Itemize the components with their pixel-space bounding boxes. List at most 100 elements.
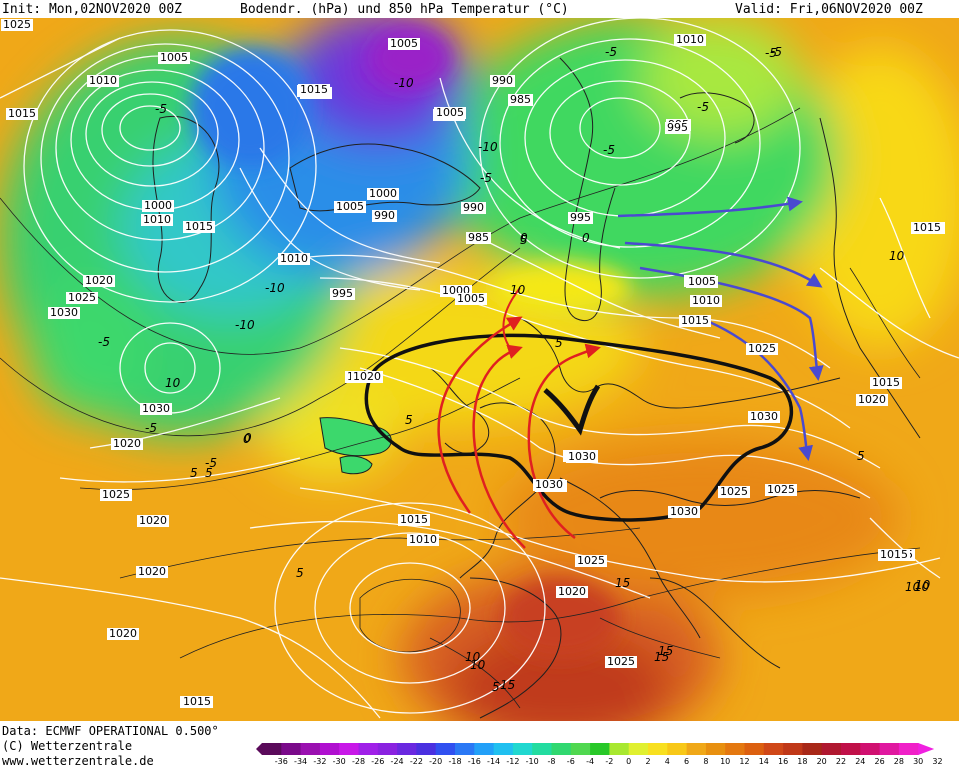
temperature-label: 5 (190, 466, 198, 480)
isobar-label: 1025 (746, 342, 778, 355)
temperature-label: -5 (765, 46, 777, 60)
isobar-label: 1030 (748, 410, 780, 423)
isobar-label: 1015 (6, 107, 38, 120)
legend-swatch (551, 743, 572, 755)
isobar-label: 1015 (181, 695, 213, 708)
isobar-label: 1030 (533, 478, 565, 491)
legend-swatch (300, 743, 321, 755)
temperature-field (0, 18, 959, 721)
legend-tick: -26 (371, 757, 385, 766)
legend-tick: -6 (566, 757, 575, 766)
high-pressure-outline (364, 333, 794, 522)
temperature-label: 15 (615, 576, 631, 590)
red-arrow-tail (502, 287, 521, 349)
isobar-label: 1005 (455, 292, 487, 305)
isobar-label: 1020 (107, 627, 139, 640)
isobar-label: 1005 (158, 51, 190, 64)
isobar-label: 1010 (87, 74, 119, 87)
legend-tick: 16 (778, 757, 789, 766)
blue-arrow-2 (624, 241, 823, 288)
valid-time-label: Valid: Fri,06NOV2020 00Z (735, 2, 923, 17)
temperature-label: 5 (205, 466, 213, 480)
legend-tick: -12 (506, 757, 520, 766)
isobar-label: 1025 (1, 18, 33, 31)
temperature-label: 5 (555, 336, 563, 350)
temperature-label: 0 (582, 231, 590, 245)
isobar-label: 1010 (690, 294, 722, 307)
isobar-label: 1020 (556, 585, 588, 598)
legend-swatch (821, 743, 842, 755)
temperature-label: 10 (465, 650, 481, 664)
legend-tick: -8 (547, 757, 556, 766)
temperature-label: -5 (205, 456, 217, 470)
legend-tick: 14 (758, 757, 769, 766)
isobar-label: 990 (490, 74, 515, 87)
isobar-label: 1000 (142, 199, 174, 212)
isobar-label: 1025 (66, 291, 98, 304)
legend-swatch (493, 743, 514, 755)
legend-tick: -16 (467, 757, 481, 766)
legend-swatch (590, 743, 610, 755)
isobar-label: 1020 (83, 274, 115, 287)
temperature-label: 10 (915, 578, 931, 592)
legend-swatch (377, 743, 398, 755)
legend-tick: 30 (913, 757, 924, 766)
isobar-label: 1025 (765, 483, 797, 496)
legend-tick: 28 (893, 757, 904, 766)
isobar-label: 990 (372, 209, 397, 222)
temperature-label: -5 (155, 102, 167, 116)
legend-tick-labels: -36 -34 -32 -30 -28 -26 -24 -22 -20 -18 -16 -14 -12-… (258, 757, 958, 769)
legend-swatch (474, 743, 495, 755)
isobar-label: 1020 (136, 565, 168, 578)
isobar-label: 1020 (351, 370, 383, 383)
temperature-label: 10 (165, 376, 181, 390)
legend-tick: 4 (664, 757, 670, 766)
isobar-label: 1015 (911, 221, 943, 234)
legend-swatch (802, 743, 823, 755)
isobar-label: 1025 (575, 554, 607, 567)
legend-swatch (397, 743, 417, 755)
legend-swatch (319, 743, 340, 755)
legend-tick: -34 (294, 757, 308, 766)
copyright: (C) Wetterzentrale (2, 739, 133, 753)
temperature-label: 10 (889, 249, 905, 263)
isobar-label: 985 (508, 93, 533, 106)
legend-swatch (435, 743, 456, 755)
legend-tick: 24 (855, 757, 866, 766)
legend-tick: -36 (274, 757, 288, 766)
legend-tick: 8 (703, 757, 709, 766)
legend-tick: 22 (835, 757, 847, 766)
temperature-label: 5 (492, 680, 500, 694)
legend-swatch (686, 743, 707, 755)
isobar-label: 995 (330, 287, 355, 300)
isobar-label: 1005 (434, 106, 466, 119)
temperature-label: -10 (394, 76, 414, 90)
isobar-label: 1020 (856, 393, 888, 406)
legend-swatch (744, 743, 765, 755)
legend-tick: 12 (739, 757, 750, 766)
legend-tick: 10 (720, 757, 731, 766)
temperature-label: -5 (145, 421, 157, 435)
chart-header: Init: Mon,02NOV2020 00Z Bodendr. (hPa) u… (0, 0, 959, 20)
annotations (364, 196, 824, 549)
legend-swatch (455, 743, 475, 755)
legend-swatch (262, 743, 282, 755)
temperature-label: 5 (520, 233, 528, 247)
legend-swatch (358, 743, 379, 755)
temperature-contours (0, 107, 921, 709)
isobar-label: 1010 (674, 33, 706, 46)
temperature-label: -5 (480, 171, 492, 185)
isobar-label: 1030 (566, 450, 598, 463)
legend-tick: 32 (932, 757, 943, 766)
isobar-label: 995 (665, 121, 690, 134)
isobar-label: 1005 (388, 37, 420, 50)
weather-map (0, 18, 959, 721)
legend-swatch (648, 743, 668, 755)
legend-tick: -20 (429, 757, 443, 766)
isobar-label: 1015 (870, 376, 902, 389)
isobar-label: 985 (466, 231, 491, 244)
isobar-label: 1030 (48, 306, 80, 319)
isobar-label: 1020 (137, 514, 169, 527)
legend-swatch (898, 743, 919, 755)
